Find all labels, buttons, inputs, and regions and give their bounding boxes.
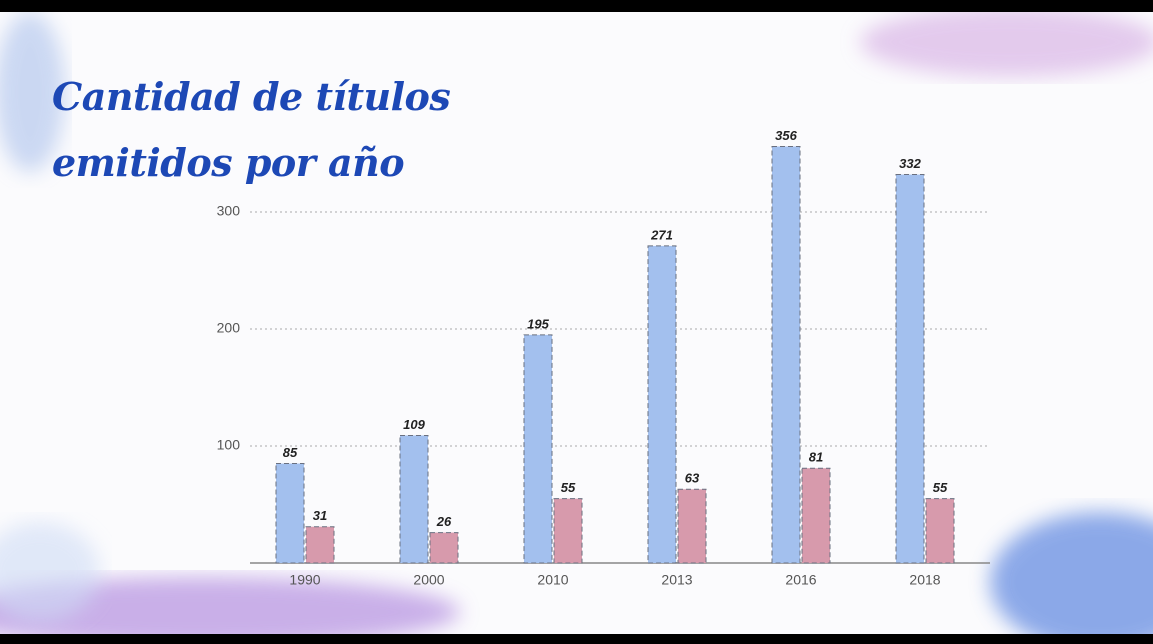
- paint-blob: [0, 577, 460, 634]
- y-tick-label: 100: [217, 437, 241, 453]
- paint-blob: [0, 12, 65, 172]
- bar: [429, 532, 459, 564]
- bar: [677, 488, 707, 564]
- paint-blob: [990, 512, 1153, 634]
- value-label: 31: [313, 508, 327, 523]
- value-label: 356: [775, 128, 797, 143]
- slide: Cantidad de títulos emitidos por año 100…: [0, 12, 1153, 634]
- bar: [305, 526, 335, 564]
- bar: [399, 434, 429, 564]
- value-label: 63: [685, 471, 700, 486]
- value-label: 271: [650, 227, 673, 242]
- value-label: 195: [527, 316, 549, 331]
- x-tick-label: 2010: [537, 572, 568, 588]
- value-label: 55: [933, 480, 948, 495]
- bar: [801, 467, 831, 564]
- chart-title: Cantidad de títulos emitidos por año: [52, 74, 451, 185]
- bar: [647, 245, 677, 564]
- bar: [771, 145, 801, 564]
- value-label: 109: [403, 417, 425, 432]
- x-tick-label: 2018: [909, 572, 940, 588]
- x-tick-label: 2016: [785, 572, 816, 588]
- bar: [553, 498, 583, 564]
- chart: 100 200 300 1990 85 31 2000 109 26 2010 195 55 2013 2…: [217, 128, 990, 588]
- x-tick-label: 2000: [413, 572, 444, 588]
- paint-blob: [860, 12, 1153, 77]
- paint-blob: [0, 522, 100, 622]
- value-label: 81: [809, 450, 823, 465]
- x-tick-label: 2013: [661, 572, 692, 588]
- x-tick-label: 1990: [289, 572, 320, 588]
- bar: [895, 174, 925, 564]
- y-tick-label: 300: [217, 203, 241, 219]
- bar: [523, 334, 553, 564]
- value-label: 55: [561, 480, 576, 495]
- value-label: 85: [283, 445, 298, 460]
- value-label: 332: [899, 156, 921, 171]
- value-label: 26: [436, 514, 452, 529]
- bar: [275, 463, 305, 564]
- decoration: [0, 12, 1153, 634]
- y-tick-label: 200: [217, 320, 241, 336]
- bar: [925, 498, 955, 564]
